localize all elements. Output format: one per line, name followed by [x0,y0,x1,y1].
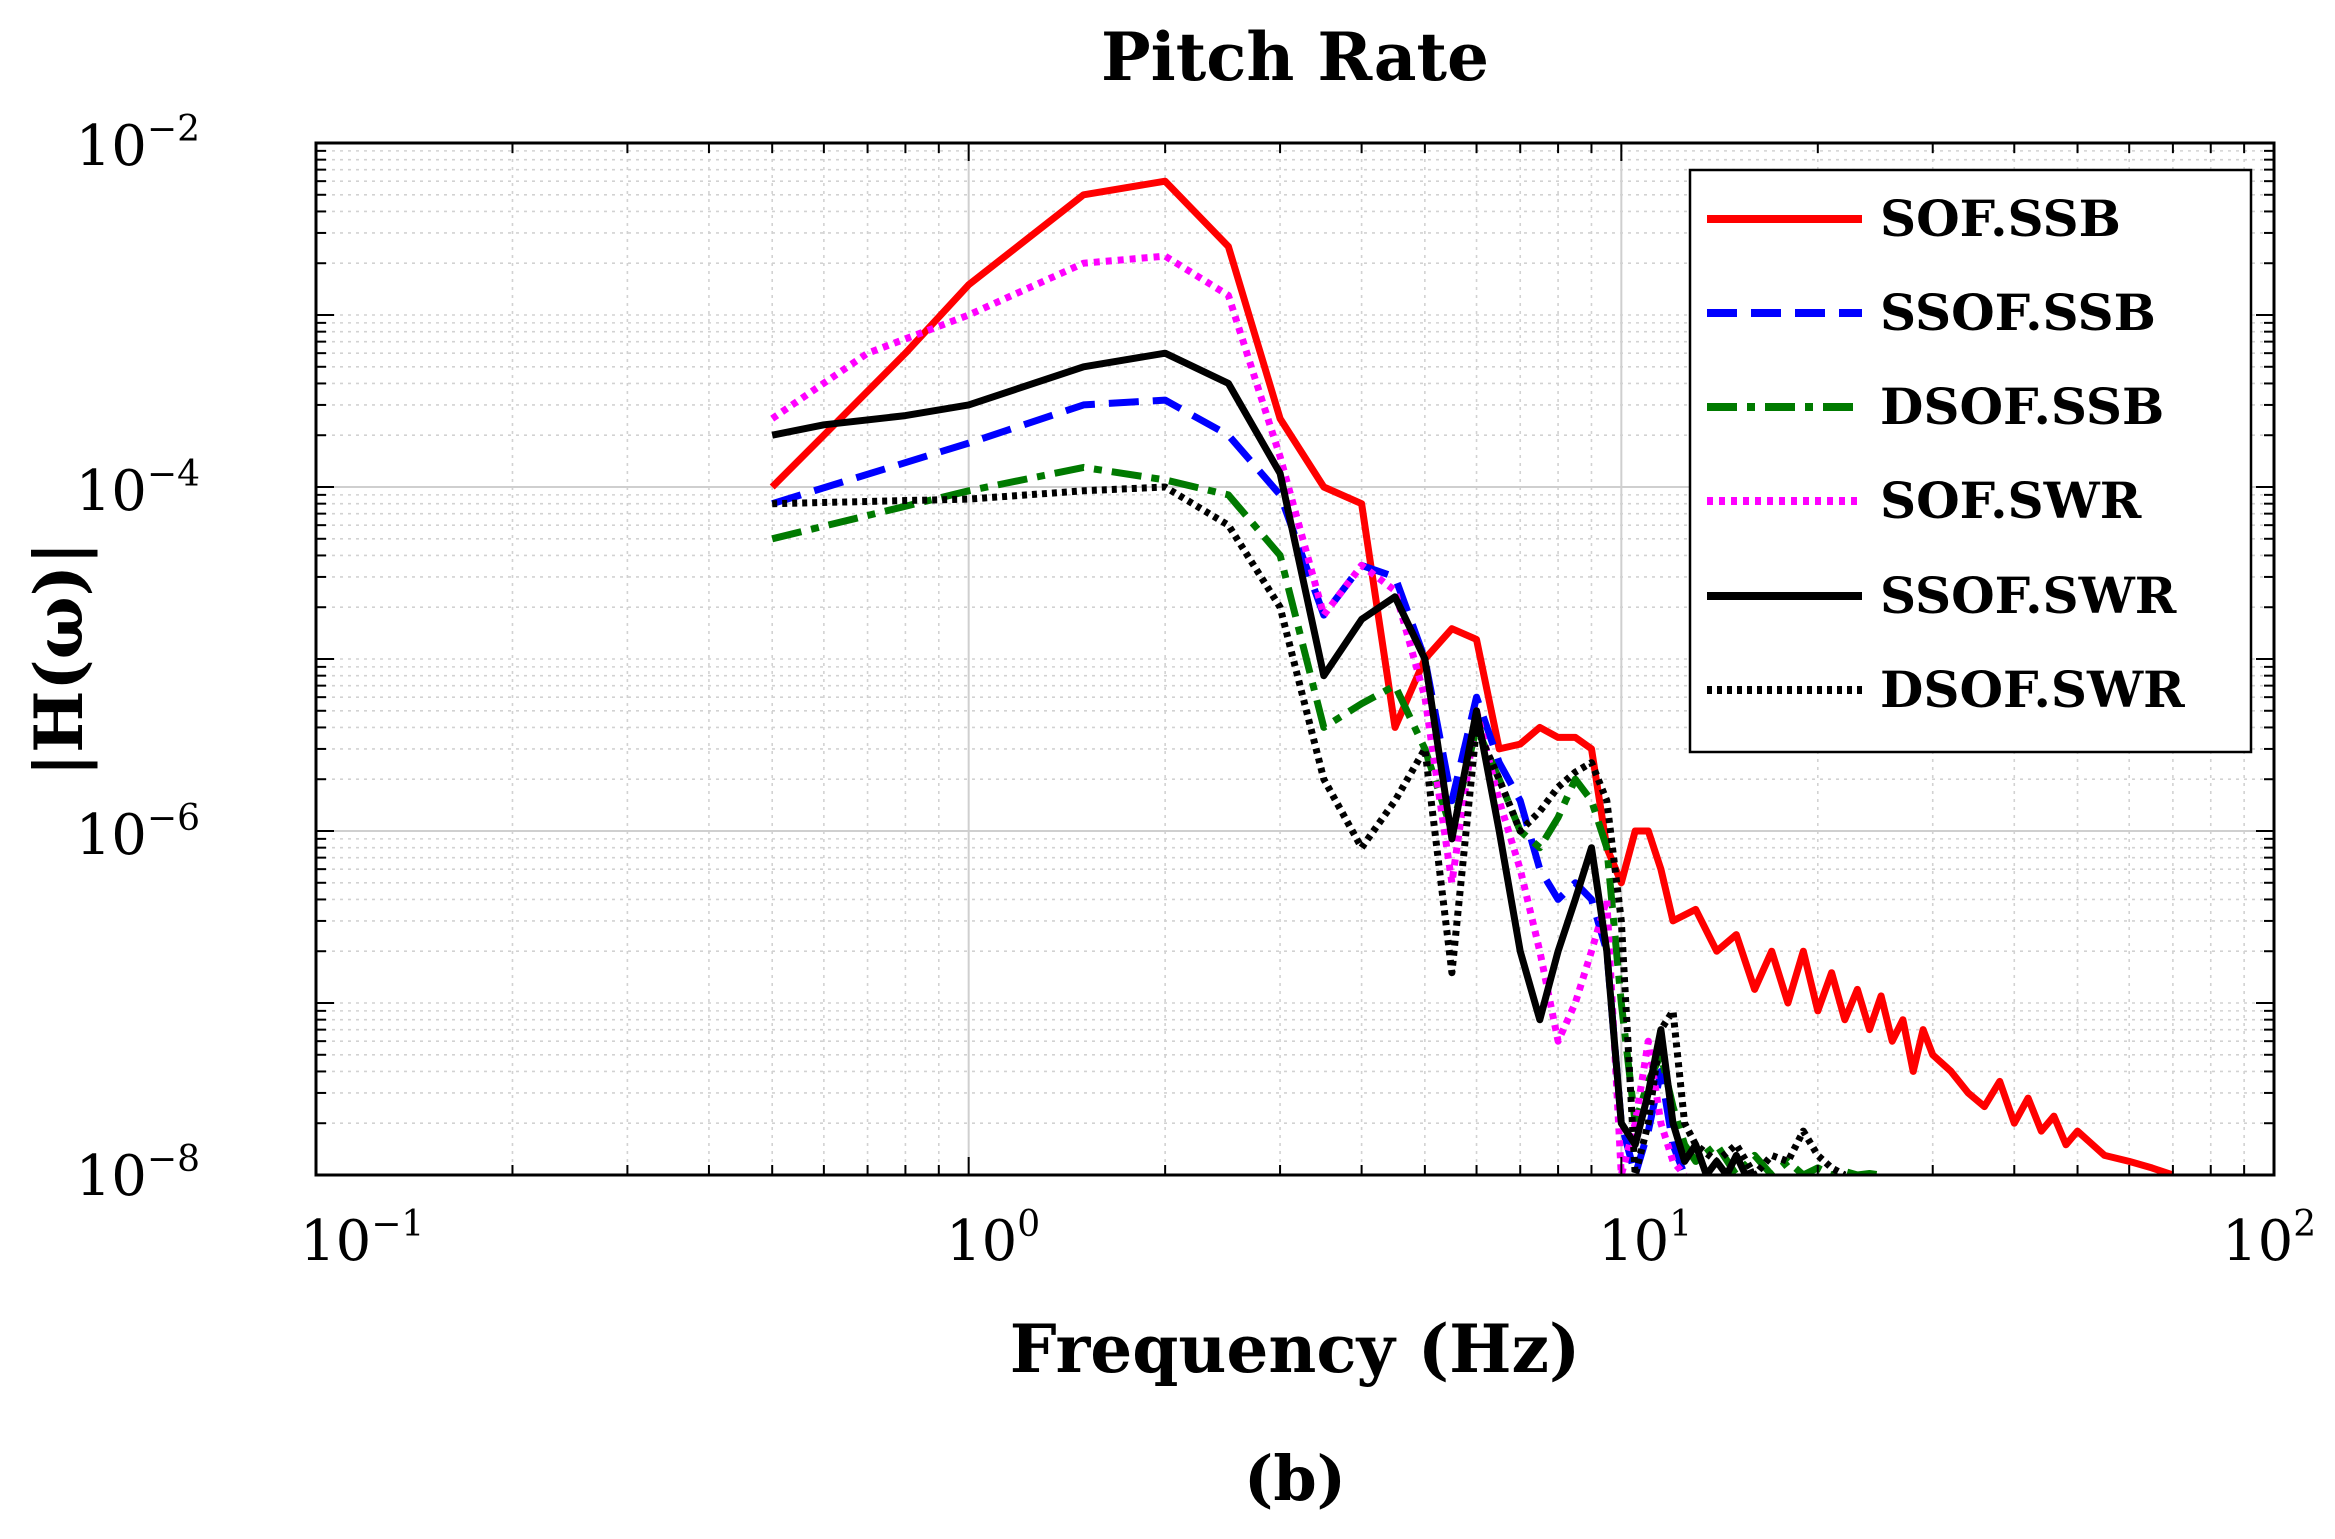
legend-box [1688,168,2253,754]
x-tick-exp: −1 [371,1204,424,1245]
y-tick-label-1e-4: 10−4 [76,454,200,524]
x-tick-base: 10 [300,1209,371,1274]
series-line-sof-ssb [769,177,2175,1175]
y-tick-exp: −8 [147,1139,200,1180]
series-line-sof-swr [770,252,1688,1175]
legend-label: SSOF.SSB [1880,283,2156,342]
y-tick-base: 10 [76,1144,147,1209]
svg-text:10−4: 10−4 [76,454,200,524]
series-line-dsof-swr [772,483,1847,1175]
legend: SOF.SSB SSOF.SSB DSOF.SSB SOF.SWR SSOF.S… [1688,168,2253,754]
y-tick-base: 10 [76,114,147,179]
tick-marks [315,143,2274,1176]
legend-entry-ssof-swr: SSOF.SWR [1707,566,2177,625]
x-tick-label-1e0: 100 [946,1204,1040,1274]
legend-entry-sof-swr: SOF.SWR [1707,471,2142,530]
svg-text:10−2: 10−2 [76,109,200,179]
legend-entry-ssof-ssb: SSOF.SSB [1707,283,2156,342]
y-tick-base: 10 [76,803,147,868]
svg-text:102: 102 [2222,1204,2316,1274]
series-line-dsof-ssb [771,463,1882,1175]
legend-label: SOF.SSB [1880,189,2121,248]
y-tick-exp: −4 [147,454,200,495]
x-tick-label-1e-1: 10−1 [300,1204,424,1274]
x-tick-exp: 0 [1017,1204,1040,1245]
y-tick-exp: −2 [147,109,200,150]
legend-label: SOF.SWR [1880,471,2142,530]
y-axis-label: |H(ω)| [20,541,98,777]
legend-label: DSOF.SSB [1880,377,2164,436]
y-tick-label-1e-8: 10−8 [76,1139,200,1209]
svg-text:10−1: 10−1 [300,1204,424,1274]
x-tick-exp: 2 [2293,1204,2316,1245]
x-tick-label-1e2: 102 [2222,1204,2316,1274]
x-axis-label: Frequency (Hz) [1010,1310,1580,1388]
legend-entry-dsof-ssb: DSOF.SSB [1707,377,2164,436]
svg-text:101: 101 [1598,1204,1692,1274]
x-tick-base: 10 [2222,1209,2293,1274]
legend-label: SSOF.SWR [1880,566,2177,625]
chart-title: Pitch Rate [1101,18,1489,96]
y-tick-label-1e-2: 10−2 [76,109,200,179]
x-tick-base: 10 [1598,1209,1669,1274]
y-tick-base: 10 [76,459,147,524]
series-line-ssof-swr [771,349,1756,1175]
svg-text:10−6: 10−6 [76,798,200,868]
y-tick-label-1e-6: 10−6 [76,798,200,868]
legend-entry-sof-ssb: SOF.SSB [1707,189,2121,248]
legend-entry-dsof-swr: DSOF.SWR [1707,660,2185,719]
series-line-ssof-ssb [771,396,1688,1175]
y-tick-exp: −6 [147,798,200,839]
x-tick-base: 10 [946,1209,1017,1274]
svg-text:10−8: 10−8 [76,1139,200,1209]
series-layer [769,177,2175,1175]
x-tick-exp: 1 [1669,1204,1692,1245]
x-tick-label-1e1: 101 [1598,1204,1692,1274]
legend-label: DSOF.SWR [1880,660,2185,719]
svg-text:100: 100 [946,1204,1040,1274]
panel-label: (b) [1244,1442,1346,1515]
